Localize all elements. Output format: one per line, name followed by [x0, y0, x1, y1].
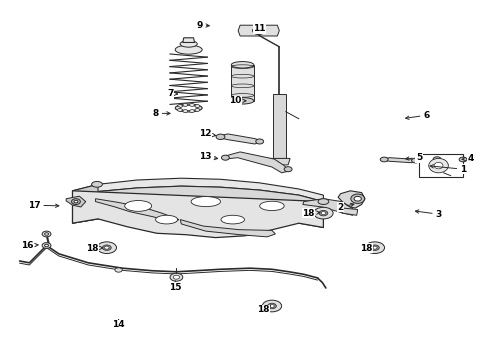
- Ellipse shape: [175, 107, 180, 109]
- Text: 18: 18: [360, 244, 373, 253]
- Ellipse shape: [321, 212, 325, 215]
- Text: 8: 8: [153, 109, 170, 118]
- Ellipse shape: [74, 200, 78, 203]
- Ellipse shape: [180, 41, 197, 47]
- Text: 12: 12: [198, 129, 216, 138]
- Text: 14: 14: [112, 319, 125, 329]
- Ellipse shape: [183, 103, 188, 106]
- Polygon shape: [73, 178, 323, 202]
- Text: 18: 18: [302, 209, 320, 217]
- Text: 5: 5: [406, 153, 422, 162]
- Ellipse shape: [231, 62, 254, 68]
- Ellipse shape: [173, 275, 180, 279]
- Ellipse shape: [105, 246, 109, 249]
- Ellipse shape: [175, 104, 202, 112]
- Polygon shape: [218, 134, 262, 144]
- Polygon shape: [382, 158, 416, 163]
- Ellipse shape: [170, 273, 183, 281]
- Text: 4: 4: [462, 154, 474, 163]
- Ellipse shape: [370, 245, 379, 251]
- Ellipse shape: [124, 201, 151, 211]
- Polygon shape: [238, 25, 279, 36]
- Polygon shape: [435, 157, 465, 162]
- Ellipse shape: [260, 201, 284, 211]
- Ellipse shape: [412, 158, 419, 163]
- Text: 9: 9: [196, 21, 209, 30]
- Ellipse shape: [45, 233, 49, 235]
- Ellipse shape: [197, 107, 202, 109]
- Text: 1: 1: [430, 165, 466, 174]
- Polygon shape: [223, 152, 289, 173]
- Ellipse shape: [92, 181, 102, 187]
- Polygon shape: [303, 199, 353, 215]
- Ellipse shape: [365, 242, 385, 253]
- Text: 16: 16: [21, 241, 38, 250]
- Ellipse shape: [318, 199, 329, 204]
- Ellipse shape: [253, 27, 265, 35]
- Ellipse shape: [270, 305, 274, 307]
- Ellipse shape: [156, 215, 177, 224]
- Ellipse shape: [433, 157, 441, 161]
- Text: 18: 18: [257, 305, 270, 314]
- Ellipse shape: [354, 197, 362, 201]
- Ellipse shape: [72, 199, 80, 204]
- Ellipse shape: [221, 155, 229, 160]
- Text: 2: 2: [338, 202, 354, 211]
- Ellipse shape: [372, 246, 377, 249]
- Ellipse shape: [314, 207, 333, 219]
- Ellipse shape: [177, 105, 182, 108]
- Ellipse shape: [195, 108, 200, 111]
- Polygon shape: [342, 208, 358, 215]
- Ellipse shape: [190, 103, 195, 106]
- Ellipse shape: [284, 167, 292, 172]
- Ellipse shape: [459, 157, 467, 162]
- Ellipse shape: [42, 243, 51, 248]
- Text: 17: 17: [28, 201, 59, 210]
- Polygon shape: [73, 186, 323, 228]
- Polygon shape: [73, 191, 323, 238]
- Polygon shape: [269, 158, 290, 165]
- Ellipse shape: [351, 194, 365, 203]
- Ellipse shape: [380, 157, 388, 162]
- Text: 18: 18: [86, 244, 103, 253]
- Polygon shape: [338, 191, 365, 208]
- Polygon shape: [273, 94, 286, 158]
- Ellipse shape: [42, 231, 51, 237]
- Ellipse shape: [434, 162, 443, 169]
- Ellipse shape: [190, 110, 195, 113]
- Polygon shape: [73, 184, 98, 223]
- Ellipse shape: [268, 303, 276, 309]
- Text: 13: 13: [198, 152, 218, 161]
- Text: 15: 15: [169, 281, 182, 292]
- Ellipse shape: [221, 215, 245, 224]
- Ellipse shape: [183, 110, 188, 113]
- Ellipse shape: [429, 158, 448, 173]
- Ellipse shape: [102, 245, 111, 251]
- Bar: [419, 154, 463, 177]
- Ellipse shape: [191, 197, 220, 207]
- Ellipse shape: [262, 300, 282, 312]
- Ellipse shape: [319, 210, 328, 216]
- Text: 7: 7: [167, 89, 177, 98]
- Polygon shape: [183, 38, 195, 42]
- Polygon shape: [66, 196, 86, 207]
- Polygon shape: [180, 220, 275, 237]
- Ellipse shape: [216, 134, 225, 139]
- Ellipse shape: [45, 244, 49, 247]
- Text: 3: 3: [416, 210, 441, 219]
- Ellipse shape: [256, 139, 264, 144]
- Polygon shape: [96, 199, 179, 222]
- Ellipse shape: [179, 105, 198, 111]
- Ellipse shape: [177, 108, 182, 111]
- Ellipse shape: [175, 45, 202, 54]
- Ellipse shape: [195, 105, 200, 108]
- Polygon shape: [231, 65, 254, 101]
- Ellipse shape: [231, 98, 254, 104]
- Text: 6: 6: [406, 111, 429, 120]
- Ellipse shape: [115, 268, 122, 272]
- Text: 10: 10: [229, 96, 246, 105]
- Text: 11: 11: [253, 24, 266, 33]
- Ellipse shape: [97, 242, 117, 253]
